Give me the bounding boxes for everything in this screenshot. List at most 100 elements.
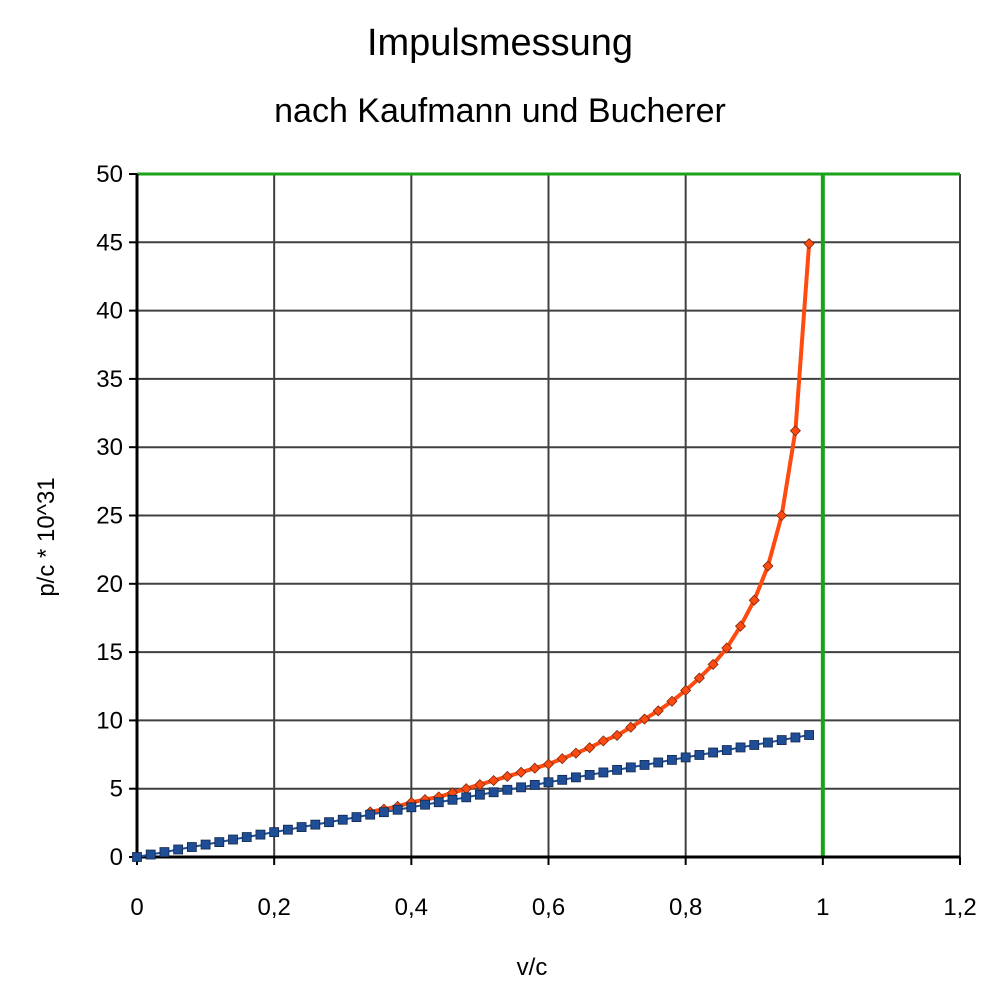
square-point xyxy=(708,747,718,758)
square-point xyxy=(406,802,417,813)
square-point xyxy=(365,809,376,820)
square-point xyxy=(433,797,444,808)
square-point xyxy=(488,787,499,798)
square-point xyxy=(132,852,142,862)
diamond-point xyxy=(501,770,513,782)
square-point xyxy=(173,844,184,855)
square-point xyxy=(475,789,485,800)
diamond-point xyxy=(460,783,472,795)
square-point xyxy=(543,777,554,788)
diamond-point xyxy=(556,753,568,765)
diamond-point xyxy=(474,779,486,791)
diamond-point xyxy=(570,747,582,759)
square-point xyxy=(680,752,691,763)
y-tick-label: 0 xyxy=(110,844,123,871)
x-tick-label: 0,4 xyxy=(395,894,428,921)
square-point xyxy=(186,842,197,852)
diamond-point xyxy=(652,705,664,717)
diamond-point xyxy=(748,594,760,606)
y-tick-label: 30 xyxy=(96,434,123,461)
series-layer xyxy=(132,238,815,862)
square-point xyxy=(790,732,801,743)
y-axis-label: p/c * 10^31 xyxy=(33,477,60,596)
square-point xyxy=(516,782,526,793)
axes xyxy=(129,173,961,865)
diamond-point xyxy=(693,672,705,684)
square-point xyxy=(447,794,458,805)
square-point xyxy=(255,829,266,840)
diamond-point xyxy=(734,620,747,632)
diamond-point xyxy=(789,425,801,437)
square-point xyxy=(625,762,636,773)
square-point xyxy=(200,839,211,850)
y-tick-label: 5 xyxy=(110,776,123,803)
x-tick-label: 0,6 xyxy=(532,894,565,921)
diamond-point xyxy=(762,560,774,572)
square-point xyxy=(749,740,760,750)
y-tick-label: 35 xyxy=(96,366,123,393)
y-tick-label: 40 xyxy=(96,298,123,325)
diamond-point xyxy=(707,658,719,670)
diamond-point xyxy=(542,758,555,770)
square-point xyxy=(735,742,746,753)
square-point xyxy=(282,824,293,835)
square-point xyxy=(337,814,348,825)
diamond-point xyxy=(529,762,541,774)
square-point xyxy=(653,757,664,768)
square-point xyxy=(269,827,280,838)
diamond-point xyxy=(638,713,651,725)
diamond-point xyxy=(803,238,815,250)
square-point xyxy=(145,849,156,860)
x-tick-label: 0,8 xyxy=(669,894,702,921)
y-tick-label: 45 xyxy=(96,229,123,256)
square-point xyxy=(694,750,705,760)
square-point xyxy=(639,760,650,770)
y-tick-label: 10 xyxy=(96,707,123,734)
square-point xyxy=(296,822,307,832)
square-point xyxy=(214,837,225,848)
square-point xyxy=(378,807,389,818)
square-point xyxy=(502,784,513,795)
diamond-point xyxy=(625,721,637,733)
square-point xyxy=(721,745,732,755)
square-point xyxy=(763,737,773,748)
square-point xyxy=(776,735,787,745)
chart-subtitle: nach Kaufmann und Bucherer xyxy=(274,92,726,130)
diamond-point xyxy=(680,684,692,696)
x-tick-label: 0 xyxy=(130,894,143,921)
square-point xyxy=(804,730,815,740)
square-point xyxy=(324,817,334,828)
square-point xyxy=(310,819,321,830)
x-tick-label: 0,2 xyxy=(257,894,290,921)
diamond-point xyxy=(721,642,733,654)
diamond-point xyxy=(584,742,596,754)
diamond-point xyxy=(776,509,788,522)
square-point xyxy=(461,792,472,803)
square-point xyxy=(228,834,238,845)
series-line-1 xyxy=(369,243,812,814)
x-axis-label: v/c xyxy=(517,954,548,981)
grid-lines xyxy=(137,172,961,857)
diamond-point xyxy=(515,766,527,778)
square-point xyxy=(529,779,540,790)
tick-labels: 0 5 10 15 20 25 30 35 40 45 50 0 0,2 0,4 0,6 0,8 1 1,2 xyxy=(96,161,976,921)
diamond-point xyxy=(597,735,609,747)
y-tick-label: 15 xyxy=(96,639,123,666)
y-tick-label: 20 xyxy=(96,571,123,598)
square-point xyxy=(612,764,622,775)
square-point xyxy=(241,832,252,842)
chart-title: Impulsmessung xyxy=(366,22,634,64)
square-point xyxy=(667,754,677,765)
diamond-point xyxy=(666,695,678,707)
x-tick-label: 1 xyxy=(816,894,829,921)
square-point xyxy=(159,847,170,857)
diamond-point xyxy=(488,774,500,787)
square-point xyxy=(351,812,362,823)
y-tick-label: 25 xyxy=(96,503,123,530)
y-tick-label: 50 xyxy=(96,161,123,188)
square-point xyxy=(557,774,568,785)
square-point xyxy=(420,799,430,810)
diamond-point xyxy=(611,729,623,741)
square-point xyxy=(598,767,609,778)
